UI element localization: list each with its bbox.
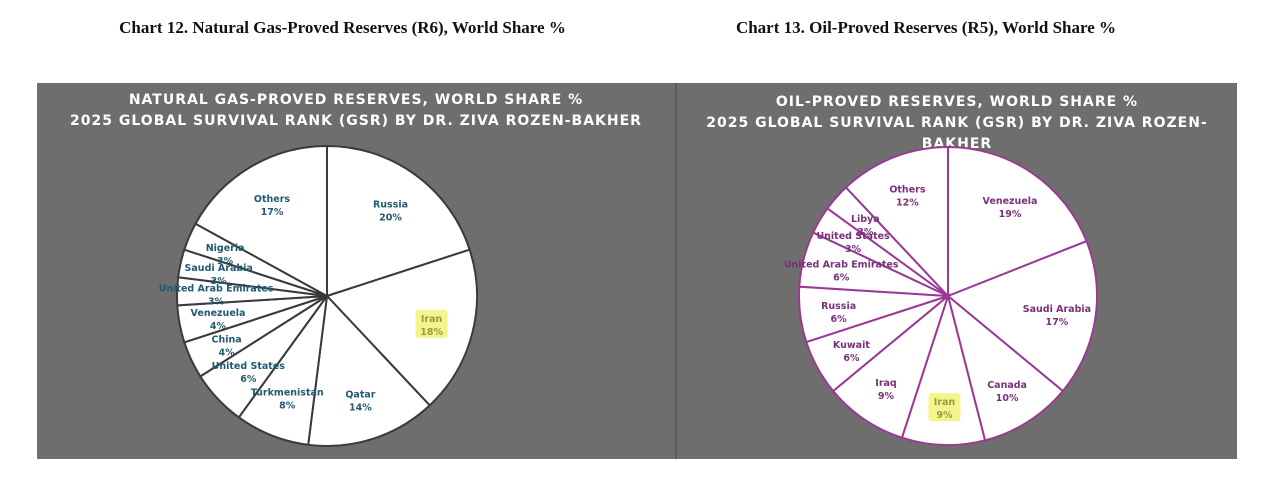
slice-value-canada: 10% (996, 393, 1019, 404)
slice-value-libya: 3% (857, 227, 874, 238)
slice-value-others: 17% (261, 207, 284, 218)
panel-divider (675, 83, 677, 459)
slice-label-iran: Iran (934, 397, 956, 408)
gas-chart-panel: NATURAL GAS-PROVED RESERVES, WORLD SHARE… (37, 83, 675, 459)
slice-value-iran: 18% (420, 327, 443, 338)
slice-value-venezuela: 4% (210, 321, 227, 332)
slice-label-united-arab-emirates: United Arab Emirates (784, 260, 899, 271)
slice-value-venezuela: 19% (999, 209, 1022, 220)
oil-chart-panel: OIL-PROVED RESERVES, WORLD SHARE % 2025 … (677, 83, 1237, 459)
slice-value-russia: 20% (379, 213, 402, 224)
oil-pie-chart: Venezuela 19% Saudi Arabia 17% Canada 10% Iran… (784, 145, 1098, 447)
pie-slices (797, 145, 1098, 447)
slice-label-saudi-arabia: Saudi Arabia (1023, 304, 1091, 315)
slice-label-canada: Canada (987, 380, 1027, 391)
slice-label-china: China (212, 334, 242, 345)
slice-label-venezuela: Venezuela (983, 196, 1038, 207)
slice-value-united-states: 6% (240, 374, 257, 385)
pie-slice-iran (325, 248, 478, 407)
slice-label-united-states: United States (212, 361, 286, 372)
slice-value-saudi-arabia: 17% (1046, 317, 1069, 328)
gas-chart-subtitle: 2025 GLOBAL SURVIVAL RANK (GSR) BY DR. Z… (70, 113, 642, 129)
slice-label-iran: Iran (421, 314, 443, 325)
chart-13-caption: Chart 13. Oil-Proved Reserves (R5), Worl… (735, 18, 1117, 37)
pie-slice-others (194, 144, 328, 298)
slice-label-united-states: United States (816, 231, 890, 242)
slice-value-iraq: 9% (878, 391, 895, 402)
pie-slices (176, 144, 478, 447)
slice-value-china: 4% (219, 347, 236, 358)
pie-slice-russia (326, 144, 471, 298)
slice-value-united-arab-emirates: 6% (833, 273, 850, 284)
slice-label-saudi-arabia: Saudi Arabia (185, 263, 253, 274)
slice-value-others: 12% (896, 198, 919, 209)
slice-label-others: Others (254, 194, 291, 205)
pie-labels: Venezuela 19% Saudi Arabia 17% Canada 10% Iran… (784, 185, 1091, 422)
slice-value-saudi-arabia: 3% (211, 276, 228, 287)
pie-slice-iraq (831, 293, 951, 439)
pie-labels: Russia 20% Iran 18% Qatar 14% Turkmenistan 8% Un… (159, 194, 448, 414)
highlight-marker-iran (928, 393, 961, 422)
slice-label-nigeria: Nigeria (206, 243, 245, 254)
slice-label-russia: Russia (821, 301, 856, 312)
highlight-marker-iran (415, 309, 448, 338)
slice-value-turkmenistan: 8% (279, 400, 296, 411)
slice-label-turkmenistan: Turkmenistan (251, 387, 324, 398)
slice-value-qatar: 14% (349, 403, 372, 414)
slice-value-iran: 9% (936, 410, 953, 421)
pie-slice-saudi-arabia (946, 239, 1098, 393)
oil-chart-title: OIL-PROVED RESERVES, WORLD SHARE % (775, 94, 1139, 110)
pie-slice-others (844, 145, 949, 299)
slice-label-others: Others (889, 185, 926, 196)
slice-label-venezuela: Venezuela (191, 308, 246, 319)
gas-chart-title: NATURAL GAS-PROVED RESERVES, WORLD SHARE… (128, 92, 584, 108)
slice-label-iraq: Iraq (875, 378, 896, 389)
slice-value-united-states: 3% (845, 244, 862, 255)
slice-value-united-arab-emirates: 3% (208, 297, 225, 308)
slice-label-kuwait: Kuwait (833, 340, 870, 351)
gas-pie-chart: Russia 20% Iran 18% Qatar 14% Turkmenistan 8% Un… (159, 144, 478, 447)
slice-value-nigeria: 3% (217, 256, 234, 267)
slice-label-libya: Libya (851, 214, 880, 225)
slice-label-united-arab-emirates: United Arab Emirates (159, 284, 274, 295)
slice-value-kuwait: 6% (843, 353, 860, 364)
chart-12-caption: Chart 12. Natural Gas-Proved Reserves (R… (119, 18, 566, 37)
pie-slice-iran (900, 292, 987, 447)
slice-value-russia: 6% (831, 314, 848, 325)
slice-label-russia: Russia (373, 200, 408, 211)
slice-label-qatar: Qatar (345, 390, 375, 401)
pie-slice-qatar (307, 293, 432, 447)
pie-slice-venezuela (947, 145, 1088, 298)
